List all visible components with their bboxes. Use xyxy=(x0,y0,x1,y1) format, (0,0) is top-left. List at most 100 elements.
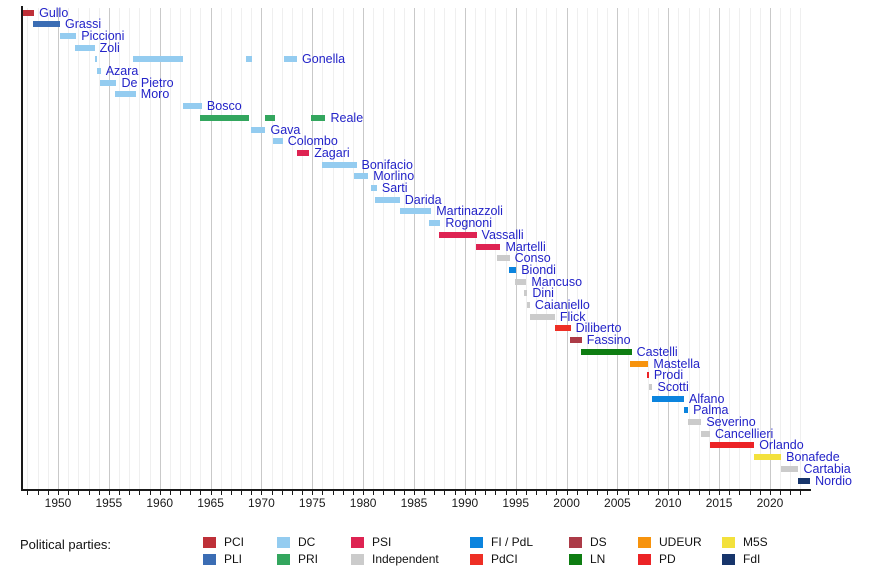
gridline xyxy=(566,8,568,489)
gridline xyxy=(505,8,507,489)
axis-tick xyxy=(210,491,212,495)
term-bar-darida xyxy=(375,196,400,203)
minister-label-zagari[interactable]: Zagari xyxy=(314,145,350,160)
minister-label-nordio[interactable]: Nordio xyxy=(815,473,852,488)
axis-tick xyxy=(627,491,629,495)
minister-label-alfano[interactable]: Alfano xyxy=(689,391,725,406)
gridline xyxy=(78,8,80,489)
legend-label-m5s: M5S xyxy=(743,535,768,549)
minister-label-flick[interactable]: Flick xyxy=(559,309,586,324)
minister-label-dini[interactable]: Dini xyxy=(532,286,554,301)
term-bar-zagari xyxy=(297,149,310,156)
axis-tick xyxy=(200,491,202,495)
minister-label-reale[interactable]: Reale xyxy=(330,110,364,125)
axis-tick xyxy=(159,491,161,495)
minister-label-gullo[interactable]: Gullo xyxy=(39,5,69,20)
legend-chip-ln xyxy=(569,554,582,565)
minister-label-zoli[interactable]: Zoli xyxy=(99,40,120,55)
x-axis xyxy=(21,489,812,491)
minister-label-colombo[interactable]: Colombo xyxy=(287,134,338,149)
term-bar-severino xyxy=(688,419,702,425)
minister-label-cancellieri[interactable]: Cancellieri xyxy=(714,426,774,441)
legend-chip-pdci xyxy=(470,554,483,565)
term-bar-martelli xyxy=(475,243,501,250)
gridline xyxy=(37,8,39,489)
minister-label-moro[interactable]: Moro xyxy=(140,87,170,102)
minister-label-bosco[interactable]: Bosco xyxy=(206,99,242,114)
minister-label-piccioni[interactable]: Piccioni xyxy=(81,28,125,43)
axis-tick xyxy=(800,491,802,495)
gridline xyxy=(119,8,121,489)
axis-tick xyxy=(180,491,182,495)
minister-label-prodi[interactable]: Prodi xyxy=(653,368,684,383)
gridline xyxy=(637,8,639,489)
minister-label-diliberto[interactable]: Diliberto xyxy=(575,321,622,336)
minister-label-palma[interactable]: Palma xyxy=(693,403,729,418)
minister-label-biondi[interactable]: Biondi xyxy=(521,262,556,277)
minister-label-bonifacio[interactable]: Bonifacio xyxy=(361,157,413,172)
legend-label-ln: LN xyxy=(590,552,606,566)
gridline xyxy=(149,8,151,489)
gridline xyxy=(281,8,283,489)
gridline xyxy=(749,8,751,489)
axis-tick xyxy=(586,491,588,495)
minister-label-de-pietro[interactable]: De Pietro xyxy=(121,75,174,90)
axis-tick xyxy=(444,491,446,495)
minister-label-morlino[interactable]: Morlino xyxy=(373,169,415,184)
minister-label-orlando[interactable]: Orlando xyxy=(759,438,804,453)
gridline xyxy=(464,8,466,489)
term-bar-bosco xyxy=(183,103,202,110)
axis-tick xyxy=(271,491,273,495)
minister-label-azara[interactable]: Azara xyxy=(105,64,139,78)
gridline xyxy=(444,8,446,489)
term-bar-biondi xyxy=(509,266,517,273)
minister-label-grassi[interactable]: Grassi xyxy=(65,17,102,32)
axis-tick xyxy=(403,491,405,495)
gridline xyxy=(108,8,110,489)
minister-label-rognoni[interactable]: Rognoni xyxy=(445,216,492,231)
x-axis-tick-label: 1975 xyxy=(298,496,326,510)
axis-tick xyxy=(546,491,548,495)
minister-label-martelli[interactable]: Martelli xyxy=(505,239,546,254)
minister-label-cartabia[interactable]: Cartabia xyxy=(803,461,851,476)
gridline xyxy=(88,8,90,489)
term-bar-martinazzoli xyxy=(399,208,432,215)
gridline xyxy=(383,8,385,489)
term-bar-cartabia xyxy=(781,465,799,472)
minister-label-caianiello[interactable]: Caianiello xyxy=(534,298,590,312)
minister-label-gava[interactable]: Gava xyxy=(270,122,301,137)
minister-label-fassino[interactable]: Fassino xyxy=(586,333,631,348)
term-bar-nordio xyxy=(798,477,811,484)
minister-label-vassalli[interactable]: Vassalli xyxy=(481,227,524,242)
minister-label-gonella[interactable]: Gonella xyxy=(302,52,346,67)
axis-tick xyxy=(536,491,538,495)
minister-label-conso[interactable]: Conso xyxy=(514,251,551,266)
gridline xyxy=(617,8,619,489)
x-axis-tick-label: 1985 xyxy=(400,496,428,510)
minister-label-sarti[interactable]: Sarti xyxy=(381,181,408,195)
gridline xyxy=(556,8,558,489)
minister-label-bonafede[interactable]: Bonafede xyxy=(786,450,840,465)
term-bar-bonafede xyxy=(754,454,782,461)
x-axis-tick-label: 1955 xyxy=(95,496,123,510)
minister-label-scotti[interactable]: Scotti xyxy=(657,379,689,394)
minister-label-martinazzoli[interactable]: Martinazzoli xyxy=(436,204,503,219)
minister-label-mastella[interactable]: Mastella xyxy=(653,356,700,371)
minister-label-severino[interactable]: Severino xyxy=(706,415,756,429)
gridline xyxy=(322,8,324,489)
axis-tick xyxy=(241,491,243,495)
axis-tick xyxy=(708,491,710,495)
minister-label-mancuso[interactable]: Mancuso xyxy=(531,274,583,289)
gridline xyxy=(688,8,690,489)
minister-label-castelli[interactable]: Castelli xyxy=(636,344,678,359)
gridline xyxy=(668,8,670,489)
minister-label-darida[interactable]: Darida xyxy=(404,192,442,207)
legend-chip-fdi xyxy=(722,554,735,565)
term-bar-conso xyxy=(497,255,510,262)
x-axis-tick-label: 2020 xyxy=(756,496,784,510)
axis-tick xyxy=(424,491,426,495)
gridline xyxy=(363,8,365,489)
gridline xyxy=(302,8,304,489)
legend-chip-fi-pdl xyxy=(470,537,483,548)
gridline xyxy=(251,8,253,489)
